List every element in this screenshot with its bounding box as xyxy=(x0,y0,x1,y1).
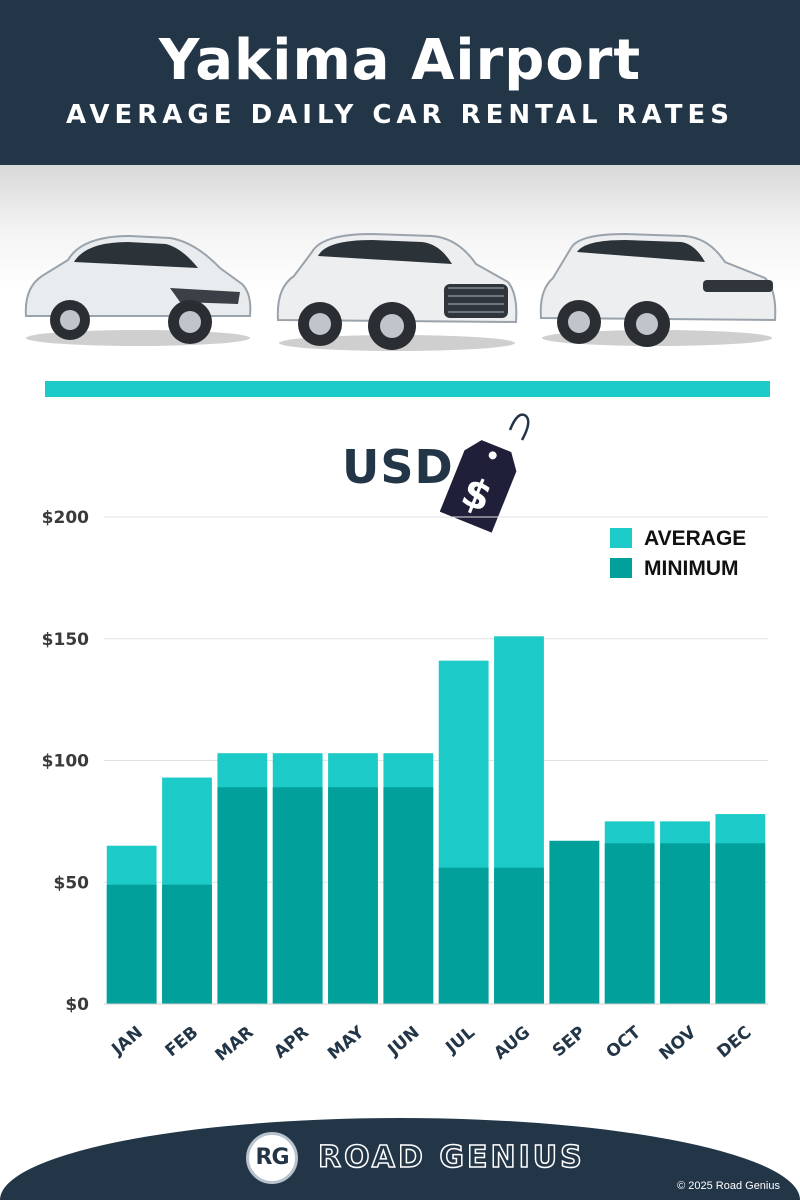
brand-name: ROAD GENIUS xyxy=(317,1139,585,1176)
rental-rate-chart: $0 $50 $100 $150 $200 JAN FEB MAR APR MAY JUN JUL AU… xyxy=(42,508,768,1066)
y-tick-label: $0 xyxy=(65,995,89,1015)
bar-minimum-feb xyxy=(162,884,212,1004)
x-tick-label: OCT xyxy=(603,1022,646,1062)
bar-minimum-mar xyxy=(217,787,268,1004)
currency-label: USD xyxy=(342,440,454,494)
x-tick-label: MAY xyxy=(324,1022,369,1064)
bar-minimum-nov xyxy=(660,843,710,1004)
x-tick-label: DEC xyxy=(713,1023,755,1063)
x-tick-label: JUL xyxy=(442,1022,479,1058)
y-tick-label: $50 xyxy=(54,873,90,893)
legend-swatch-average xyxy=(610,528,632,548)
bar-minimum-jul xyxy=(438,867,489,1004)
y-tick-label: $150 xyxy=(42,630,89,650)
road-genius-logo: RG xyxy=(246,1132,298,1184)
x-tick-label: JAN xyxy=(107,1023,146,1061)
bar-minimum-aug xyxy=(494,867,544,1004)
bar-minimum-oct xyxy=(604,843,655,1004)
x-tick-label: APR xyxy=(270,1023,313,1063)
legend-label-minimum: MINIMUM xyxy=(644,557,738,580)
page-subtitle: AVERAGE DAILY CAR RENTAL RATES xyxy=(66,100,734,130)
price-tag-icon: $ xyxy=(440,413,530,533)
bar-minimum-dec xyxy=(715,843,766,1004)
header-banner: Yakima Airport AVERAGE DAILY CAR RENTAL … xyxy=(0,0,800,165)
page-title: Yakima Airport xyxy=(158,28,642,93)
x-tick-label: NOV xyxy=(656,1022,701,1064)
accent-divider xyxy=(45,381,770,397)
legend-label-average: AVERAGE xyxy=(644,527,746,550)
x-tick-label: FEB xyxy=(162,1023,203,1062)
bar-minimum-apr xyxy=(272,787,323,1004)
x-tick-label: MAR xyxy=(212,1023,258,1066)
bar-minimum-may xyxy=(328,787,378,1004)
bar-minimum-sep xyxy=(549,840,600,1004)
y-tick-label: $100 xyxy=(42,752,89,772)
x-tick-label: AUG xyxy=(490,1023,534,1064)
copyright-text: © 2025 Road Genius xyxy=(677,1180,780,1192)
x-tick-label: SEP xyxy=(549,1023,590,1062)
y-tick-label: $200 xyxy=(42,508,89,528)
bar-minimum-jan xyxy=(106,884,157,1004)
luxury-suv-car-image xyxy=(539,232,777,347)
suv-car-image xyxy=(276,232,518,351)
bar-minimum-jun xyxy=(383,787,434,1004)
car-images xyxy=(0,165,800,375)
hatchback-car-image xyxy=(24,234,252,346)
legend-swatch-minimum xyxy=(610,558,632,578)
x-tick-label: JUN xyxy=(384,1023,424,1061)
